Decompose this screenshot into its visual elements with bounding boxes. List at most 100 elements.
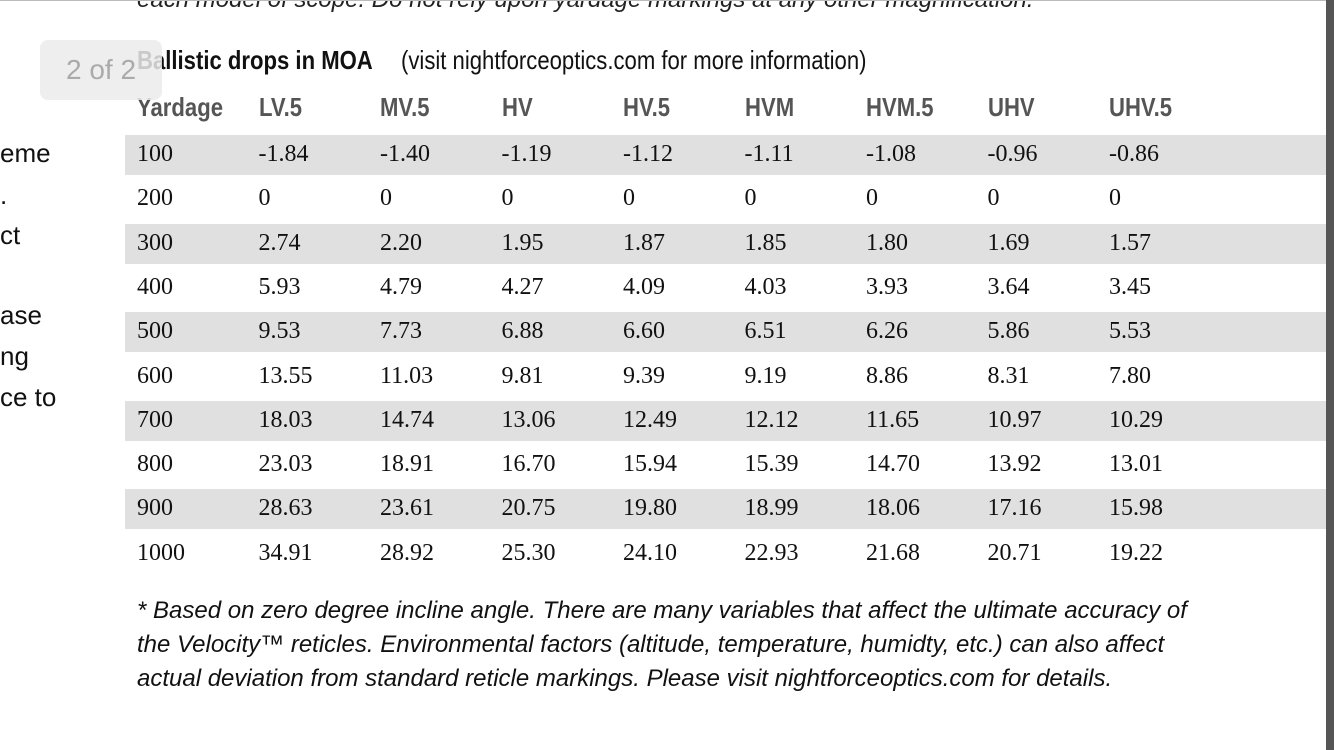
table-cell: 15.94 — [623, 451, 677, 478]
column-header: LV.5 — [258, 92, 302, 122]
table-cell: 23.61 — [380, 495, 434, 522]
table-cell: 100 — [137, 141, 173, 167]
table-cell: -1.08 — [866, 141, 916, 167]
footnote-line: * Based on zero degree incline angle. Th… — [137, 597, 1187, 624]
table-cell: 0 — [623, 185, 635, 212]
table-cell: 22.93 — [744, 539, 799, 566]
table-cell: 4.09 — [623, 273, 665, 300]
table-cell: 1000 — [137, 539, 185, 566]
table-cell: 900 — [137, 495, 173, 522]
table-cell: 15.39 — [744, 451, 799, 478]
table-cell: 11.65 — [866, 406, 920, 433]
table-cell: 800 — [137, 451, 173, 478]
table-cell: -1.40 — [380, 141, 430, 167]
rule — [0, 0, 1334, 1]
table-cell: 7.80 — [1109, 362, 1151, 389]
table-cell: 28.92 — [380, 539, 434, 566]
table-cell: 16.70 — [501, 451, 556, 478]
table-cell: 6.60 — [623, 318, 665, 345]
table-cell: 24.10 — [623, 539, 677, 566]
column-header: UHV.5 — [1109, 92, 1173, 122]
heading-title: Ballistic drops in MOA — [137, 45, 373, 75]
table-cell: 5.93 — [258, 273, 301, 300]
table-cell: 0 — [258, 185, 271, 212]
table-cell: 17.16 — [987, 495, 1042, 522]
table-cell: 20.75 — [501, 495, 556, 522]
table-cell: 0 — [380, 185, 392, 212]
table-cell: 5.53 — [1109, 318, 1151, 345]
table-cell: 28.63 — [258, 495, 313, 522]
table-cell: 1.69 — [987, 229, 1030, 256]
table-cell: 300 — [137, 229, 173, 256]
footnote-line: actual deviation from standard reticle m… — [137, 665, 1113, 692]
table-cell: 6.26 — [866, 318, 908, 345]
column-header: MV.5 — [380, 92, 430, 122]
text-fragment: ng — [0, 341, 29, 371]
footnote-line: the Velocity™ reticles. Environmental fa… — [137, 631, 1165, 658]
row-stripe — [125, 312, 1326, 353]
table-cell: 19.80 — [623, 495, 677, 522]
table-cell: 8.86 — [866, 362, 908, 389]
table-cell: 0 — [1109, 185, 1121, 212]
table-cell: 18.03 — [258, 406, 313, 433]
scrollbar[interactable] — [1326, 0, 1334, 750]
table-cell: 18.99 — [744, 495, 799, 522]
table-cell: 1.80 — [866, 229, 908, 256]
table-cell: 700 — [137, 406, 173, 433]
table-cell: 19.22 — [1109, 539, 1163, 566]
table-cell: 14.74 — [380, 406, 434, 433]
row-stripe — [125, 489, 1326, 530]
table-cell: 0 — [501, 185, 514, 212]
table-cell: -1.11 — [744, 141, 794, 167]
table-cell: -0.86 — [1109, 141, 1159, 167]
row-stripe — [125, 223, 1326, 264]
column-header: UHV — [987, 92, 1035, 122]
cut-off-text: each model of scope. Do not rely upon ya… — [137, 0, 1034, 14]
table-cell: 20.71 — [987, 539, 1042, 566]
table-cell: 0 — [866, 185, 878, 212]
table-cell: 400 — [137, 273, 173, 300]
table-cell: 3.64 — [987, 273, 1030, 300]
table-cell: 11.03 — [380, 362, 434, 389]
table-cell: 13.92 — [987, 451, 1042, 478]
table-cell: 10.97 — [987, 406, 1042, 433]
table-cell: 9.81 — [501, 362, 544, 389]
table-cell: 1.95 — [501, 229, 544, 256]
table-cell: 18.06 — [866, 495, 920, 522]
text-fragment: . — [0, 180, 8, 210]
table-cell: 23.03 — [258, 451, 313, 478]
text-fragment: ase — [0, 300, 42, 330]
table-cell: 13.01 — [1109, 451, 1163, 478]
table-cell: 10.29 — [1109, 406, 1163, 433]
table-cell: 5.86 — [987, 318, 1030, 345]
row-stripe — [125, 135, 1326, 175]
table-cell: 2.74 — [258, 229, 301, 256]
table-cell: 6.51 — [744, 318, 787, 345]
column-header: HV.5 — [623, 92, 671, 122]
text-fragment: ce to — [0, 382, 57, 412]
table-cell: 500 — [137, 318, 173, 345]
table-cell: 4.27 — [501, 273, 544, 300]
table-cell: 6.88 — [501, 318, 544, 345]
table-cell: 15.98 — [1109, 495, 1163, 522]
table-cell: 13.55 — [258, 362, 313, 389]
table-cell: -1.84 — [258, 141, 309, 167]
table-cell: 0 — [744, 185, 757, 212]
table-cell: 25.30 — [501, 539, 556, 566]
table-cell: 0 — [987, 185, 1000, 212]
table-cell: 12.12 — [744, 406, 799, 433]
table-cell: 3.93 — [866, 273, 908, 300]
table-cell: -1.12 — [623, 141, 673, 167]
table-cell: 4.79 — [380, 273, 422, 300]
table-cell: 1.57 — [1109, 229, 1151, 256]
page-indicator: 2 of 2 — [40, 40, 162, 100]
table-cell: 9.19 — [744, 362, 787, 389]
column-header: HV — [501, 92, 533, 122]
table-cell: 7.73 — [380, 318, 422, 345]
heading-note: (visit nightforceoptics.com for more inf… — [401, 45, 867, 75]
column-header: HVM.5 — [866, 92, 934, 122]
table-cell: 1.87 — [623, 229, 665, 256]
table-cell: 1.85 — [744, 229, 787, 256]
table-cell: 3.45 — [1109, 273, 1151, 300]
